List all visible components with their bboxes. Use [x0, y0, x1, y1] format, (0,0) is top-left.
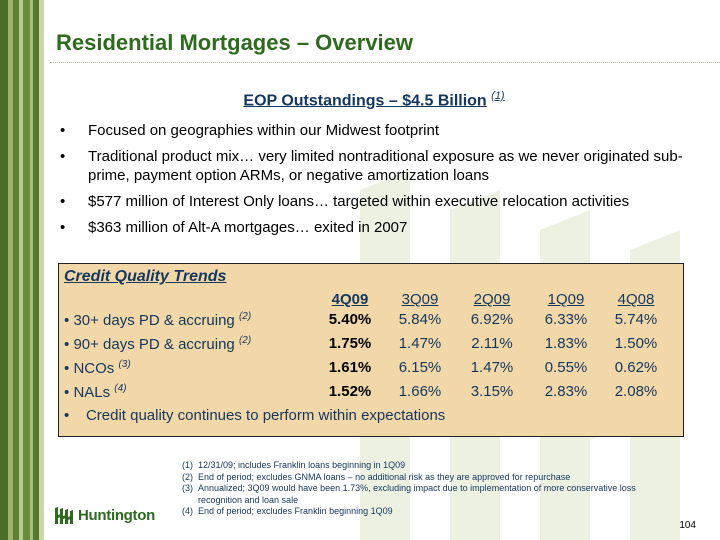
value-cell: 0.55%: [544, 359, 588, 376]
credit-row-nals: • NALs (4) 1.52% 1.66% 3.15% 2.83% 2.08%: [64, 383, 684, 405]
credit-quality-title: Credit Quality Trends: [64, 268, 227, 285]
column-header-3q09: 3Q09: [401, 291, 439, 308]
bullet-item: • Focused on geographies within our Midwe…: [60, 121, 700, 140]
bullet-item: • $577 million of Interest Only loans… ta…: [60, 192, 700, 211]
value-cell: 1.52%: [328, 383, 372, 400]
bullet-item: • $363 million of Alt-A mortgages… exited…: [60, 218, 700, 237]
credit-row-ncos: • NCOs (3) 1.61% 6.15% 1.47% 0.55% 0.62%: [64, 359, 684, 381]
row-label-text: NALs: [73, 384, 111, 401]
huntington-logo-text: Huntington: [78, 506, 155, 524]
row-label-text: 30+ days PD & accruing: [73, 312, 235, 329]
closing-text: Credit quality continues to perform with…: [85, 407, 446, 424]
bullet-glyph: •: [60, 122, 66, 139]
row-label: • 90+ days PD & accruing (2): [64, 335, 251, 353]
row-footnote-ref: (2): [238, 311, 252, 322]
slide-title: Residential Mortgages – Overview: [56, 30, 414, 55]
huntington-logo: Huntington: [54, 504, 155, 526]
footnote-text: End of period; excludes Franklin beginni…: [198, 506, 393, 516]
value-cell: 1.47%: [470, 359, 514, 376]
row-footnote-ref: (3): [118, 359, 131, 370]
value-cell: 1.66%: [398, 383, 442, 400]
row-label: • NALs (4): [64, 383, 127, 401]
value-cell: 3.15%: [470, 383, 514, 400]
bullet-item: • Traditional product mix… very limited n…: [60, 147, 700, 185]
footnote-text: Annualized; 3Q09 would have been 1.73%, …: [198, 483, 636, 505]
column-header-4q08: 4Q08: [617, 291, 655, 308]
title-divider: [50, 62, 720, 63]
credit-row-30-days: • 30+ days PD & accruing (2) 5.40% 5.84%…: [64, 311, 684, 333]
row-bullet: •: [64, 360, 70, 377]
decorative-stripes: [0, 0, 44, 540]
value-cell: 2.11%: [471, 335, 513, 352]
row-bullet: •: [64, 336, 70, 353]
value-cell: 1.83%: [544, 335, 588, 352]
row-label-text: NCOs: [73, 360, 115, 377]
value-cell: 6.92%: [470, 311, 514, 328]
row-footnote-ref: (2): [238, 335, 252, 346]
subtitle-text: EOP Outstandings – $4.5 Billion: [243, 92, 487, 110]
overview-bullets: • Focused on geographies within our Midwe…: [60, 121, 700, 244]
bullet-glyph: •: [60, 219, 66, 236]
bullet-glyph: •: [60, 148, 66, 165]
credit-row-90-days: • 90+ days PD & accruing (2) 1.75% 1.47%…: [64, 335, 684, 357]
row-label: • NCOs (3): [64, 359, 131, 377]
bullet-glyph: •: [60, 193, 66, 210]
footnote-item: (4) End of period; excludes Franklin begi…: [182, 506, 672, 518]
bullet-text: Focused on geographies within our Midwes…: [88, 122, 440, 139]
row-bullet: •: [64, 407, 70, 424]
value-cell: 1.75%: [328, 335, 372, 352]
value-cell: 2.83%: [544, 383, 588, 400]
value-cell: 0.62%: [614, 359, 658, 376]
footnote-number: (2): [182, 471, 193, 482]
footnote-text: 12/31/09; includes Franklin loans beginn…: [198, 460, 406, 470]
footnotes: (1) 12/31/09; includes Franklin loans beg…: [182, 460, 672, 518]
footnote-number: (3): [182, 483, 193, 493]
column-header-2q09: 2Q09: [473, 291, 511, 308]
row-bullet: •: [64, 312, 70, 329]
bullet-text: $577 million of Interest Only loans… tar…: [88, 193, 630, 210]
subtitle-footnote-ref: (1): [491, 90, 505, 102]
value-cell: 1.61%: [328, 359, 372, 376]
bullet-text: $363 million of Alt-A mortgages… exited …: [88, 219, 408, 236]
credit-closing-statement: • Credit quality continues to perform wi…: [64, 407, 445, 424]
row-footnote-ref: (4): [114, 383, 127, 394]
footnote-number: (1): [182, 460, 193, 470]
column-header-1q09: 1Q09: [547, 291, 585, 308]
value-cell: 1.47%: [398, 335, 442, 352]
row-label-text: 90+ days PD & accruing: [73, 336, 235, 353]
value-cell: 1.50%: [614, 335, 658, 352]
value-cell: 6.33%: [544, 311, 588, 328]
footnote-item: (2) End of period; excludes GNMA loans – …: [182, 472, 672, 484]
footnote-text: End of period; excludes GNMA loans – no …: [198, 471, 571, 482]
row-label: • 30+ days PD & accruing (2): [64, 311, 251, 329]
footnote-number: (4): [182, 506, 193, 516]
value-cell: 5.74%: [614, 311, 658, 328]
value-cell: 6.15%: [398, 359, 442, 376]
bullet-text: Traditional product mix… very limited no…: [88, 148, 683, 184]
footnote-item: (1) 12/31/09; includes Franklin loans beg…: [182, 460, 672, 472]
value-cell: 2.08%: [614, 383, 658, 400]
credit-quality-box: Credit Quality Trends 4Q09 3Q09 2Q09 1Q0…: [58, 263, 684, 437]
footnote-item: (3) Annualized; 3Q09 would have been 1.73…: [182, 483, 672, 506]
row-bullet: •: [64, 384, 70, 401]
column-header-4q09: 4Q09: [331, 291, 369, 308]
slide-subtitle: EOP Outstandings – $4.5 Billion (1): [0, 90, 720, 110]
value-cell: 5.84%: [398, 311, 442, 328]
huntington-logo-icon: [55, 507, 73, 524]
value-cell: 5.40%: [328, 311, 372, 328]
page-number: 104: [679, 520, 696, 531]
